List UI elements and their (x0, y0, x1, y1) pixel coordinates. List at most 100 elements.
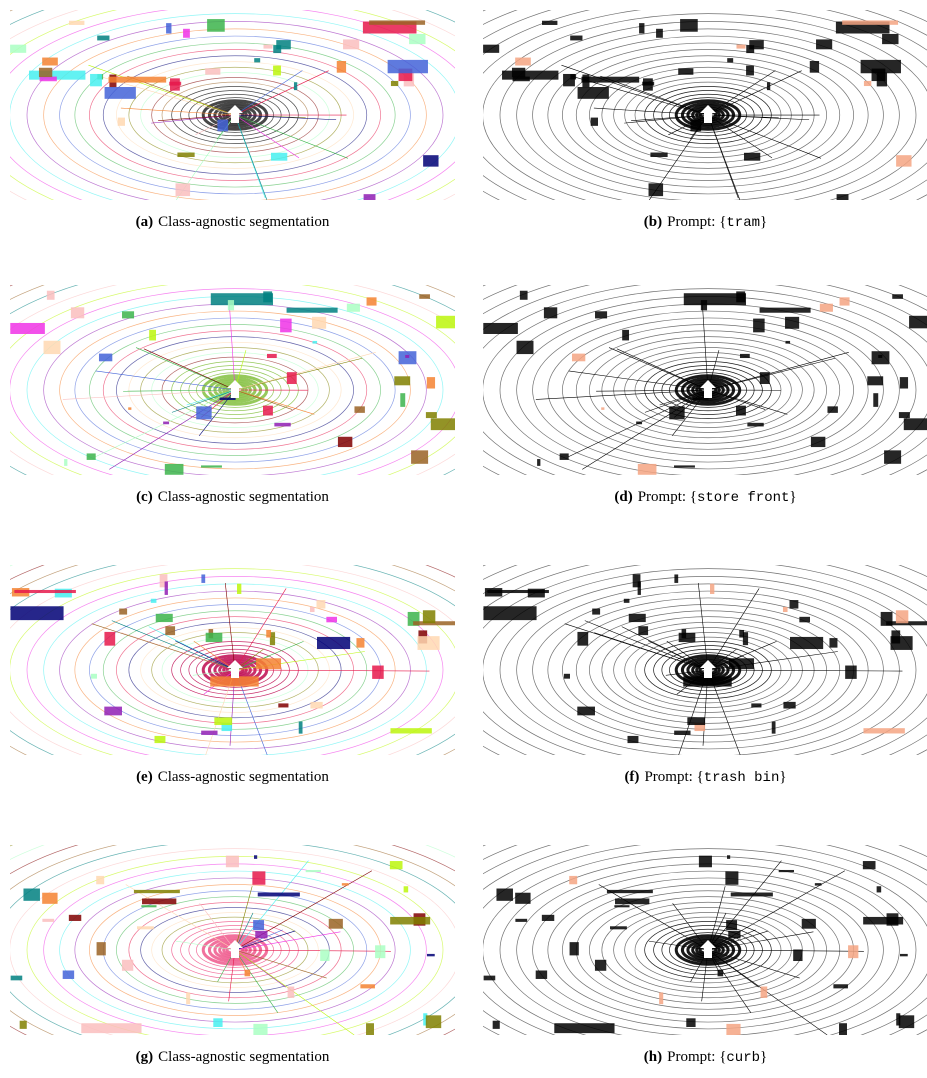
point-cluster (165, 464, 184, 475)
point-cluster (674, 731, 690, 735)
point-cluster (739, 630, 744, 638)
point-cluster (96, 876, 104, 884)
point-cluster (427, 954, 435, 956)
point-cluster (264, 45, 273, 49)
point-cluster (802, 919, 816, 929)
scan-ray (235, 950, 354, 1035)
point-cluster (23, 889, 39, 901)
point-cluster (829, 638, 837, 648)
scan-ray (599, 885, 708, 950)
point-cluster (638, 581, 641, 594)
scan-ray (708, 950, 827, 1035)
point-cluster (280, 319, 292, 333)
scan-ray (109, 390, 235, 469)
scan-ray (708, 861, 781, 950)
point-cluster (839, 1023, 847, 1035)
point-cluster (423, 155, 438, 166)
point-cluster (134, 890, 180, 893)
point-cluster (747, 423, 763, 427)
point-cluster (638, 464, 657, 475)
point-cluster (687, 717, 705, 725)
point-cluster (517, 341, 534, 354)
point-cluster (276, 40, 291, 49)
point-cluster (214, 717, 232, 725)
point-cluster (287, 372, 297, 384)
point-cluster (820, 304, 833, 312)
point-cluster (253, 920, 264, 930)
point-cluster (878, 355, 882, 358)
point-cluster (487, 590, 549, 593)
point-cluster (496, 889, 512, 901)
point-cluster (369, 20, 425, 24)
point-cloud-image (10, 285, 455, 475)
point-cluster (201, 574, 205, 582)
point-cluster (753, 319, 765, 333)
point-cluster (163, 422, 169, 425)
caption-text: Prompt: { (638, 489, 697, 505)
point-cluster (690, 120, 701, 132)
point-cluster (845, 666, 857, 679)
point-cluster (87, 453, 96, 459)
point-cluster (273, 66, 281, 76)
point-cluster (274, 423, 290, 427)
point-cluster (354, 406, 364, 413)
caption: (b)Prompt: {tram} (483, 214, 927, 231)
point-cluster (581, 77, 639, 83)
point-cluster (326, 617, 337, 623)
point-cloud-image (483, 565, 927, 755)
caption: (e)Class-agnostic segmentation (10, 769, 455, 786)
point-cluster (669, 406, 684, 419)
point-cluster (104, 632, 115, 646)
point-cluster (320, 949, 329, 961)
point-cluster (99, 354, 112, 362)
point-cluster (411, 450, 428, 463)
point-cluster (64, 459, 67, 466)
point-cluster (679, 633, 696, 642)
point-cloud-image (483, 845, 927, 1035)
scan-ray (235, 71, 329, 115)
point-cluster (312, 341, 317, 344)
point-cluster (372, 666, 384, 679)
point-cluster (10, 323, 45, 334)
point-cluster (749, 40, 764, 49)
point-cluster (245, 970, 251, 976)
point-cluster (228, 300, 234, 310)
point-cluster (570, 36, 582, 41)
point-cluster (760, 372, 770, 384)
panel: (e)Class-agnostic segmentation (10, 565, 455, 786)
scan-ray (708, 670, 902, 671)
scan-ray (708, 71, 802, 115)
point-cluster (899, 1015, 914, 1028)
point-cluster (610, 926, 627, 929)
scan-ray (708, 115, 772, 158)
point-cluster (206, 633, 223, 642)
point-cluster (815, 883, 822, 885)
point-cluster (337, 61, 346, 73)
point-cluster (252, 871, 265, 884)
point-cluster (863, 861, 876, 869)
point-cluster (629, 614, 646, 622)
caption-keyword: tram (726, 215, 760, 231)
point-cluster (419, 294, 430, 299)
point-cluster (310, 607, 315, 612)
point-cluster (790, 600, 799, 608)
point-cluster (737, 45, 746, 49)
point-cluster (624, 599, 630, 603)
point-cluster (785, 317, 799, 329)
caption-keyword: curb (726, 1050, 760, 1066)
caption-label: (b) (644, 214, 662, 230)
point-cluster (343, 39, 359, 49)
caption-text: Class-agnostic segmentation (158, 769, 329, 785)
point-cluster (592, 609, 600, 615)
point-cluster (39, 68, 52, 77)
point-cluster (615, 899, 649, 905)
caption-end: } (760, 1049, 767, 1065)
point-cluster (726, 920, 737, 930)
point-cluster (207, 19, 225, 32)
point-cluster (867, 376, 883, 385)
point-cluster (154, 736, 165, 743)
point-cluster (400, 393, 405, 407)
point-cluster (718, 970, 724, 976)
point-cluster (177, 153, 194, 157)
point-cluster (607, 890, 653, 893)
